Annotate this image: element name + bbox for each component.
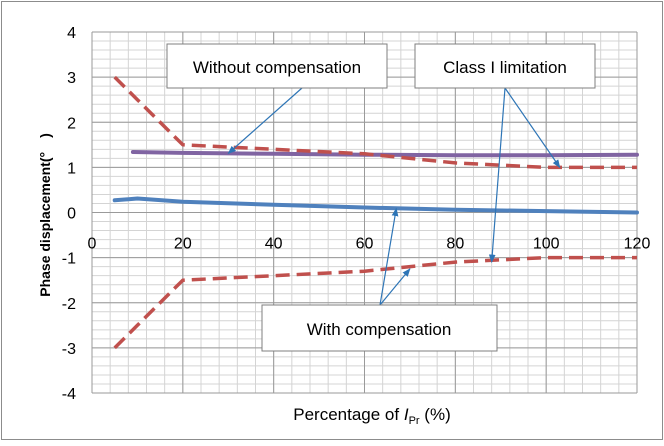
x-axis-label: Percentage of IPr (%) — [293, 405, 450, 427]
y-tick-label: -4 — [62, 386, 76, 403]
y-tick-labels: -4 -3 -2 -1 0 1 2 3 4 — [62, 25, 76, 403]
annotation-box-class-limitation — [414, 43, 596, 89]
x-tick-labels: 0 20 40 60 80 100 120 — [88, 236, 651, 253]
x-tick-label: 40 — [265, 236, 283, 253]
x-tick-label: 60 — [356, 236, 374, 253]
annotation-with-compensation: With compensation — [307, 320, 452, 339]
y-tick-label: 1 — [67, 160, 76, 177]
annotation-arrows — [227, 87, 561, 306]
annotation-arrow — [379, 268, 411, 306]
annotation-class-limitation: Class I limitation — [443, 58, 567, 77]
annotation-arrow — [227, 87, 303, 154]
annotation-arrow — [488, 87, 506, 263]
series-layer — [112, 75, 639, 350]
series-line-4 — [113, 255, 637, 350]
x-tick-label: 0 — [88, 236, 97, 253]
x-tick-label: 100 — [533, 236, 560, 253]
y-axis-label: Phase displacement(° ) — [37, 133, 53, 297]
series-line-3 — [113, 75, 637, 170]
y-tick-label: -2 — [62, 296, 76, 313]
y-tick-label: -3 — [62, 341, 76, 358]
annotation-box-with — [261, 304, 498, 352]
y-tick-label: 4 — [67, 25, 76, 42]
series-line-1 — [112, 196, 639, 215]
y-tick-label: 0 — [67, 206, 76, 223]
y-tick-label: 3 — [67, 70, 76, 87]
x-tick-label: 20 — [174, 236, 192, 253]
annotation-arrow — [379, 207, 399, 306]
x-tick-label: 120 — [624, 236, 651, 253]
x-tick-label: 80 — [446, 236, 464, 253]
annotation-without-compensation: Without compensation — [193, 58, 361, 77]
annotation-arrow — [504, 87, 561, 169]
y-tick-label: 2 — [67, 115, 76, 132]
y-tick-label: -1 — [62, 251, 76, 268]
annotation-box-without — [166, 43, 388, 89]
annotations: Without compensation Class I limitation … — [166, 43, 596, 352]
